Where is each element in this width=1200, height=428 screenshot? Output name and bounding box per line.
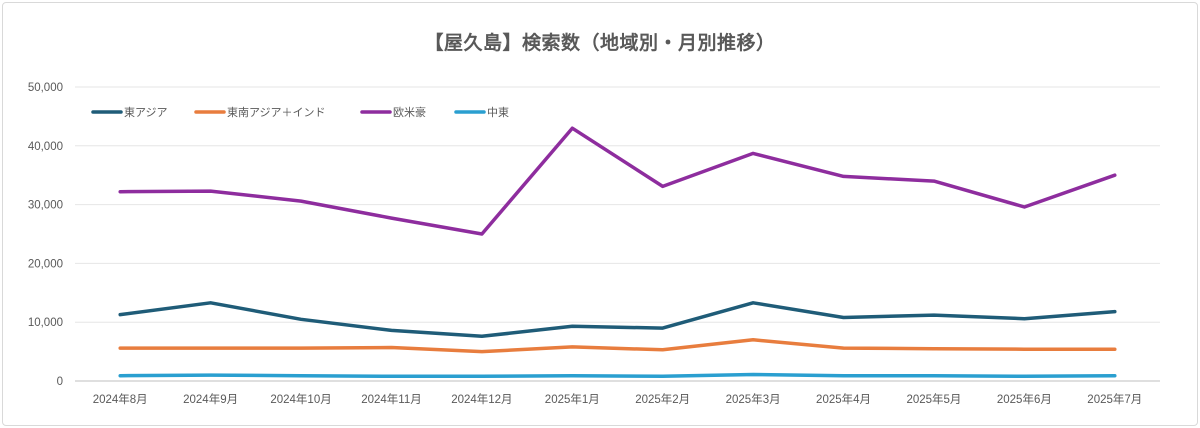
x-tick-label: 2024年9月 [183, 392, 238, 406]
legend: 東アジア 東南アジア＋インド 欧米豪 中東 [91, 105, 509, 119]
x-tick-label: 2025年2月 [635, 392, 690, 406]
x-tick-label: 2025年6月 [997, 392, 1052, 406]
x-tick-label: 2025年7月 [1087, 392, 1142, 406]
legend-label: 中東 [487, 106, 509, 119]
gridlines [75, 86, 1160, 382]
chart-title: 【屋久島】検索数（地域別・月別推移） [424, 32, 776, 54]
x-tick-label: 2024年8月 [93, 392, 148, 406]
series-line [118, 372, 1117, 379]
x-tick-label: 2025年3月 [726, 392, 781, 406]
y-tick-label: 50,000 [28, 82, 63, 94]
legend-label: 欧米豪 [393, 105, 426, 119]
y-tick-label: 40,000 [28, 141, 63, 153]
series-lines [118, 126, 1117, 379]
x-axis-ticks: 2024年8月 2024年9月 2024年10月 2024年11月 2024年12月 20… [93, 392, 1143, 406]
y-axis-ticks: 0 10,000 20,000 30,000 40,000 50,000 [28, 82, 63, 388]
legend-label: 東南アジア＋インド [227, 106, 326, 119]
y-tick-label: 30,000 [28, 200, 63, 212]
legend-label: 東アジア [124, 106, 168, 119]
series-line [118, 338, 1117, 354]
x-tick-label: 2025年1月 [545, 392, 600, 406]
x-tick-label: 2024年11月 [361, 392, 422, 406]
y-tick-label: 20,000 [28, 258, 63, 270]
x-tick-label: 2024年10月 [270, 392, 331, 406]
y-tick-label: 10,000 [28, 317, 63, 329]
series-line [118, 126, 1117, 236]
y-tick-label: 0 [57, 376, 63, 388]
series-line [118, 301, 1117, 339]
x-tick-label: 2024年12月 [451, 392, 512, 406]
x-tick-label: 2025年5月 [906, 392, 961, 406]
x-tick-label: 2025年4月 [816, 392, 871, 406]
